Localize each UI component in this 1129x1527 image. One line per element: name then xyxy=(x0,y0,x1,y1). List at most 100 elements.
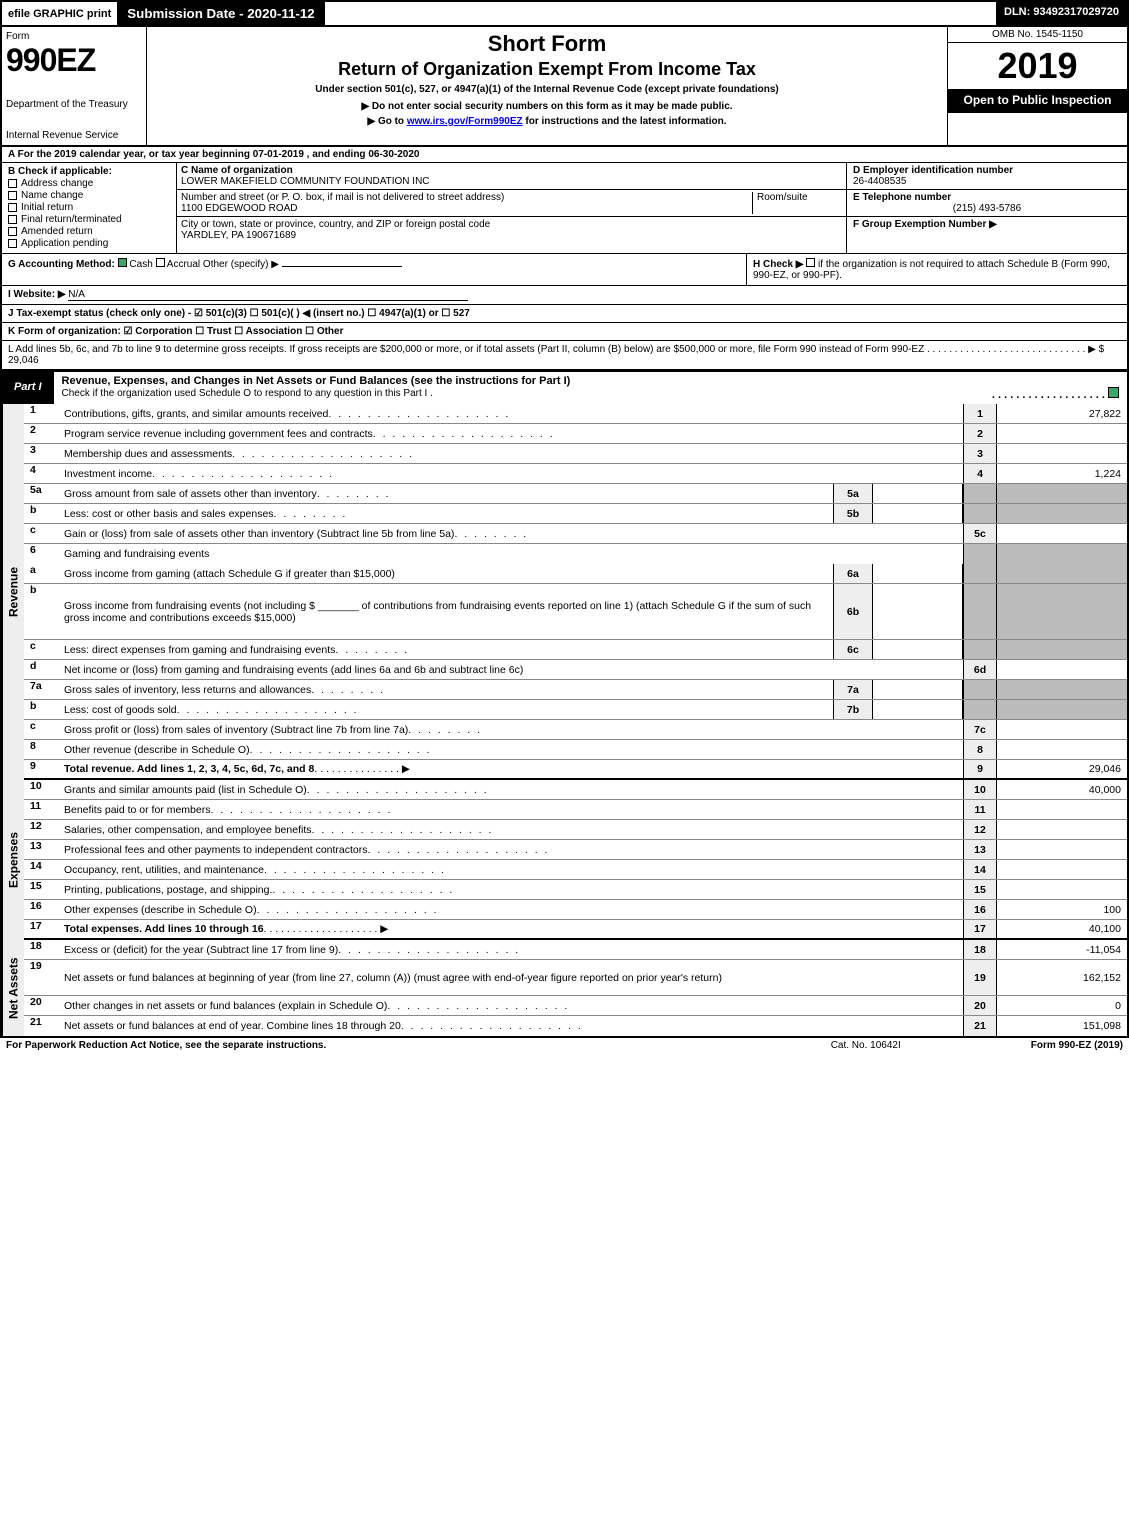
ein: 26-4408535 xyxy=(853,176,906,187)
ln7b-desc: Less: cost of goods sold xyxy=(60,700,833,719)
dept-treasury: Department of the Treasury xyxy=(6,99,142,110)
box-b-title: B Check if applicable: xyxy=(8,166,170,177)
ln13-desc: Professional fees and other payments to … xyxy=(60,840,963,859)
ln6-num: 6 xyxy=(24,544,60,564)
ln18-desc: Excess or (deficit) for the year (Subtra… xyxy=(60,940,963,959)
ln17-text: Total expenses. Add lines 10 through 16 xyxy=(64,923,264,935)
title-short-form: Short Form xyxy=(155,31,939,57)
chk-address[interactable] xyxy=(8,179,17,188)
omb-number: OMB No. 1545-1150 xyxy=(948,27,1127,43)
row-gh: G Accounting Method: Cash Accrual Other … xyxy=(0,254,1129,286)
addr-lbl: Number and street (or P. O. box, if mail… xyxy=(181,192,504,203)
subtitle-section: Under section 501(c), 527, or 4947(a)(1)… xyxy=(155,84,939,95)
ln1-num: 1 xyxy=(24,404,60,423)
chk-pending[interactable] xyxy=(8,239,17,248)
chk-cash[interactable] xyxy=(118,258,127,267)
ln5b-desc: Less: cost or other basis and sales expe… xyxy=(60,504,833,523)
ln7b-num: b xyxy=(24,700,60,719)
ln15-r: 15 xyxy=(963,880,997,899)
ln5a-vs xyxy=(997,484,1127,503)
efile-label: efile GRAPHIC print xyxy=(2,2,117,25)
footer-formref: Form 990-EZ (2019) xyxy=(1031,1040,1123,1051)
website-value: N/A xyxy=(68,289,468,301)
part1-sub: Check if the organization used Schedule … xyxy=(62,388,433,399)
ln21-v: 151,098 xyxy=(997,1016,1127,1036)
ln10-desc: Grants and similar amounts paid (list in… xyxy=(60,780,963,799)
open-inspection: Open to Public Inspection xyxy=(948,89,1127,113)
ln6b-mv xyxy=(873,584,963,639)
ln16-num: 16 xyxy=(24,900,60,919)
ln6d-v xyxy=(997,660,1127,679)
ln17-num: 17 xyxy=(24,920,60,938)
ln17-desc: Total expenses. Add lines 10 through 16 … xyxy=(60,920,963,938)
ln11-num: 11 xyxy=(24,800,60,819)
part1-label: Part I xyxy=(2,378,54,396)
header-left: Form 990EZ Department of the Treasury In… xyxy=(2,27,147,145)
expenses-vlabel: Expenses xyxy=(2,780,24,940)
box-b: B Check if applicable: Address change Na… xyxy=(2,163,177,253)
ln8-num: 8 xyxy=(24,740,60,759)
opt-accrual: Accrual xyxy=(167,259,200,270)
ln16-v: 100 xyxy=(997,900,1127,919)
chk-initial[interactable] xyxy=(8,203,17,212)
header-right: OMB No. 1545-1150 2019 Open to Public In… xyxy=(947,27,1127,145)
ln4-r: 4 xyxy=(963,464,997,483)
ln6c-rs xyxy=(963,640,997,659)
room-lbl: Room/suite xyxy=(757,192,808,203)
row-l: L Add lines 5b, 6c, and 7b to line 9 to … xyxy=(0,341,1129,370)
chk-h[interactable] xyxy=(806,258,815,267)
ln18-r: 18 xyxy=(963,940,997,959)
dln-label: DLN: 93492317029720 xyxy=(996,2,1127,25)
c-name-lbl: C Name of organization xyxy=(181,165,293,176)
goto-pre: ▶ Go to xyxy=(367,116,406,127)
ln7a-num: 7a xyxy=(24,680,60,699)
ln6b-mn: 6b xyxy=(833,584,873,639)
ln14-v xyxy=(997,860,1127,879)
ln20-v: 0 xyxy=(997,996,1127,1015)
part1-bar: Part I Revenue, Expenses, and Changes in… xyxy=(0,370,1129,404)
ln11-v xyxy=(997,800,1127,819)
row-h: H Check ▶ if the organization is not req… xyxy=(747,254,1127,285)
ln12-num: 12 xyxy=(24,820,60,839)
ln5c-desc: Gain or (loss) from sale of assets other… xyxy=(60,524,963,543)
ln6-desc: Gaming and fundraising events xyxy=(60,544,963,564)
ln16-desc: Other expenses (describe in Schedule O) xyxy=(60,900,963,919)
chk-amended[interactable] xyxy=(8,227,17,236)
ln7c-v xyxy=(997,720,1127,739)
chk-schedule-o[interactable] xyxy=(1108,387,1119,398)
ln10-r: 10 xyxy=(963,780,997,799)
ln7a-mv xyxy=(873,680,963,699)
ln7c-r: 7c xyxy=(963,720,997,739)
ln6a-desc: Gross income from gaming (attach Schedul… xyxy=(60,564,833,583)
irs-link[interactable]: www.irs.gov/Form990EZ xyxy=(407,116,523,127)
box-c: C Name of organization LOWER MAKEFIELD C… xyxy=(177,163,847,253)
ln8-desc: Other revenue (describe in Schedule O) xyxy=(60,740,963,759)
irs: Internal Revenue Service xyxy=(6,130,142,141)
h-label: H Check ▶ xyxy=(753,259,803,270)
chk-final[interactable] xyxy=(8,215,17,224)
ln3-desc: Membership dues and assessments xyxy=(60,444,963,463)
topbar: efile GRAPHIC print Submission Date - 20… xyxy=(0,0,1129,27)
ln9-num: 9 xyxy=(24,760,60,778)
chk-name[interactable] xyxy=(8,191,17,200)
ln14-desc: Occupancy, rent, utilities, and maintena… xyxy=(60,860,963,879)
submission-date-button[interactable]: Submission Date - 2020-11-12 xyxy=(117,2,324,25)
ln6d-desc: Net income or (loss) from gaming and fun… xyxy=(60,660,963,679)
ln6b-rs xyxy=(963,584,997,639)
ln5b-mn: 5b xyxy=(833,504,873,523)
ln20-r: 20 xyxy=(963,996,997,1015)
ln6b-vs xyxy=(997,584,1127,639)
ln2-v xyxy=(997,424,1127,443)
section-a: A For the 2019 calendar year, or tax yea… xyxy=(0,147,1129,163)
ln5c-num: c xyxy=(24,524,60,543)
expenses-section: Expenses 10Grants and similar amounts pa… xyxy=(2,780,1127,940)
subtitle-ssn: ▶ Do not enter social security numbers o… xyxy=(155,101,939,112)
ln6c-mn: 6c xyxy=(833,640,873,659)
other-input[interactable] xyxy=(282,266,402,267)
ln11-r: 11 xyxy=(963,800,997,819)
ln2-num: 2 xyxy=(24,424,60,443)
phone: (215) 493-5786 xyxy=(853,203,1121,214)
chk-accrual[interactable] xyxy=(156,258,165,267)
ln3-num: 3 xyxy=(24,444,60,463)
header-info: B Check if applicable: Address change Na… xyxy=(0,163,1129,254)
